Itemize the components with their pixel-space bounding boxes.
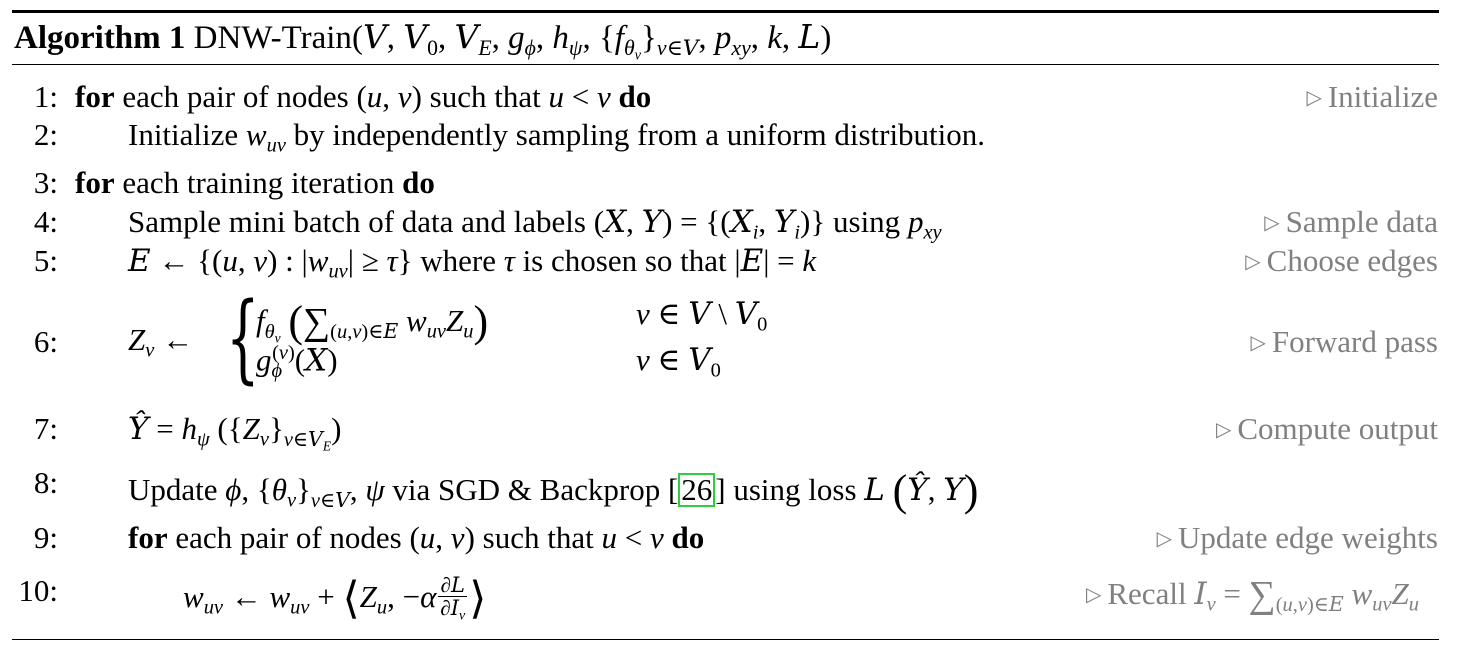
- line-number: 3:: [33, 165, 58, 200]
- line-body: for each pair of nodes (u, v) such that …: [128, 520, 705, 555]
- header-rule: [12, 64, 1439, 65]
- case-hidden-condition: v ∈ V \ V0: [636, 296, 768, 336]
- line-number: 6:: [33, 324, 58, 359]
- comment-triangle-icon: ▷: [1085, 584, 1102, 606]
- case-hidden: fθv (∑(u,v)∈E wuvZu): [256, 297, 489, 346]
- line-number: 5:: [33, 243, 58, 278]
- line-comment: ▷ Update edge weights: [1156, 520, 1438, 555]
- line-comment: ▷ Initialize: [1306, 79, 1438, 114]
- line-body: E ← {(u, v) : |wuv| ≥ τ} where τ is chos…: [128, 243, 817, 283]
- line-number: 2:: [33, 117, 58, 152]
- line-comment: ▷ Choose edges: [1245, 243, 1438, 278]
- bottom-rule: [12, 639, 1439, 640]
- zv-lhs: Zv ←: [128, 322, 194, 362]
- line-number: 4:: [33, 204, 58, 239]
- comment-triangle-icon: ▷: [1264, 212, 1280, 234]
- line-body: for each training iteration do: [75, 165, 435, 200]
- line-number: 9:: [33, 520, 58, 555]
- line-body: wuv ← wuv + ⟨Zu, −α ∂L ∂Iv ⟩: [183, 572, 487, 623]
- line-body: Update ϕ, {θv}v∈V, ψ via SGD & Backprop …: [128, 466, 979, 515]
- comment-triangle-icon: ▷: [1215, 419, 1232, 441]
- algorithm-args: (V, V0, VE, gϕ, hψ, {fθv}v∈V, pxy, k, L): [351, 17, 832, 64]
- algorithm-name: DNW-Train: [193, 20, 352, 56]
- line-comment: ▷ Compute output: [1215, 411, 1438, 446]
- case-input-condition: v ∈ V0: [636, 342, 721, 382]
- case-input: gϕ(v)(X): [256, 342, 338, 382]
- line-body: Sample mini batch of data and labels (X,…: [128, 204, 942, 244]
- algorithm-line-6: 6: Zv ← { fθv (∑(u,v)∈E wuvZu) v ∈ V \ V…: [0, 290, 1463, 392]
- line-comment: ▷ Recall Iv = ∑(u,v)∈E wuvZu: [1085, 574, 1419, 616]
- comment-triangle-icon: ▷: [1306, 87, 1322, 109]
- line-body: Ŷ = hψ ({Zv}v∈VE): [128, 411, 342, 453]
- line-number: 10:: [18, 573, 58, 608]
- algorithm-label: Algorithm 1: [14, 20, 186, 56]
- comment-triangle-icon: ▷: [1250, 332, 1266, 354]
- line-comment: ▷ Sample data: [1264, 204, 1438, 239]
- line-number: 7:: [33, 411, 58, 446]
- line-comment: ▷ Forward pass: [1250, 324, 1438, 359]
- comment-triangle-icon: ▷: [1156, 528, 1173, 550]
- line-number: 8:: [33, 465, 58, 500]
- algorithm-header: Algorithm 1 DNW-Train(V, V0, VE, gϕ, hψ,…: [14, 16, 831, 77]
- citation-link[interactable]: 26: [678, 473, 716, 507]
- line-body: Initialize wuv by independently sampling…: [128, 117, 986, 157]
- top-rule: [12, 10, 1439, 13]
- left-brace-icon: {: [226, 282, 260, 394]
- comment-triangle-icon: ▷: [1245, 251, 1261, 273]
- line-body: for each pair of nodes (u, v) such that …: [75, 79, 652, 114]
- line-number: 1:: [33, 79, 58, 114]
